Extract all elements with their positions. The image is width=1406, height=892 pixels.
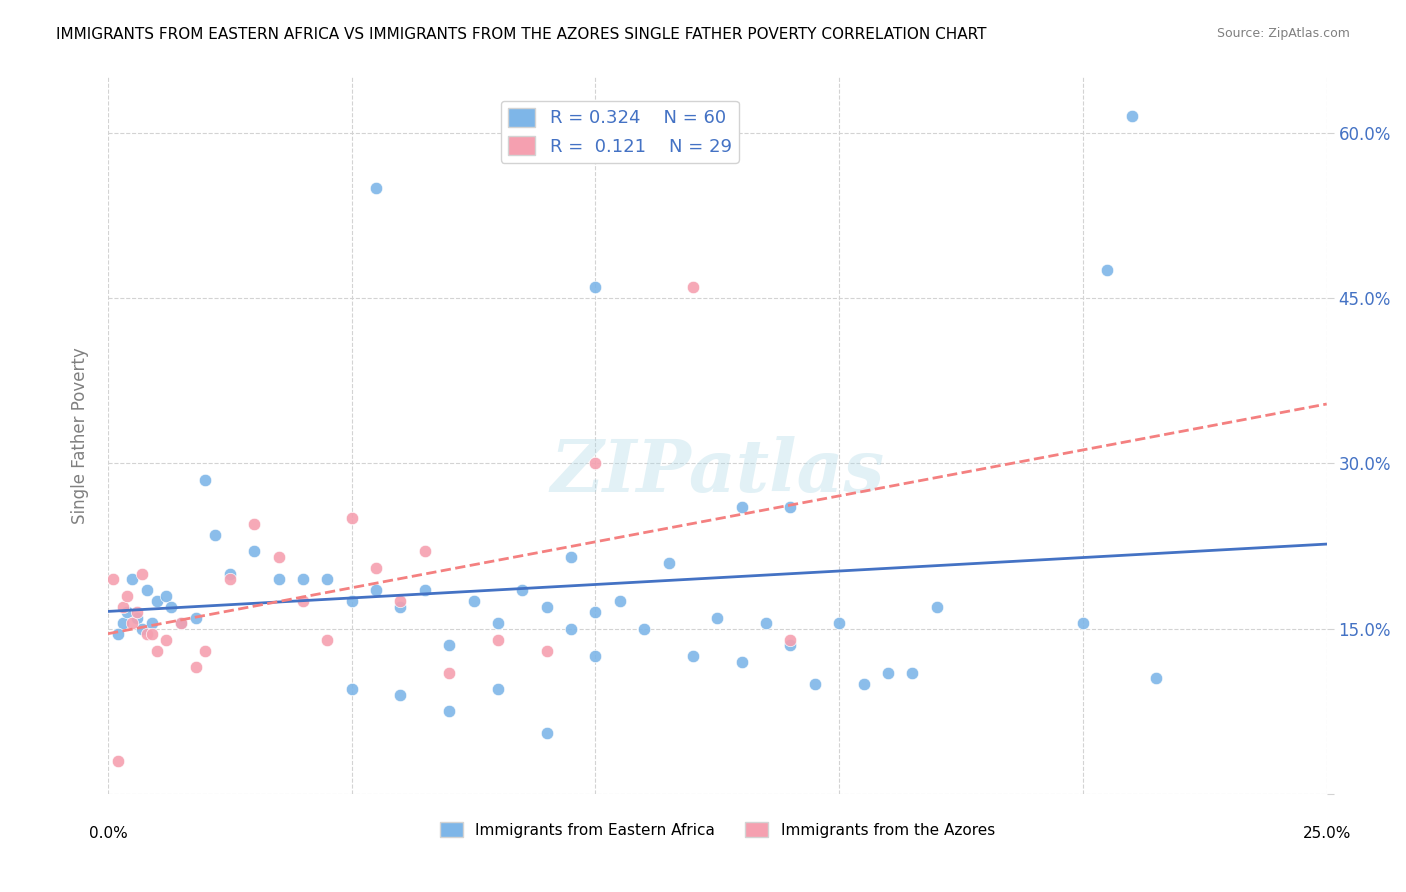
Point xyxy=(107,627,129,641)
Point xyxy=(155,589,177,603)
Point xyxy=(536,599,558,614)
Point xyxy=(155,632,177,647)
Text: 25.0%: 25.0% xyxy=(1302,826,1351,841)
Point xyxy=(131,622,153,636)
Point xyxy=(828,616,851,631)
Text: IMMIGRANTS FROM EASTERN AFRICA VS IMMIGRANTS FROM THE AZORES SINGLE FATHER POVER: IMMIGRANTS FROM EASTERN AFRICA VS IMMIGR… xyxy=(56,27,987,42)
Point xyxy=(877,665,900,680)
Point xyxy=(682,280,704,294)
Point xyxy=(901,665,924,680)
Point xyxy=(121,572,143,586)
Point xyxy=(439,638,461,652)
Point xyxy=(731,655,754,669)
Point xyxy=(267,549,290,564)
Point xyxy=(585,649,607,664)
Point xyxy=(364,583,387,598)
Point xyxy=(1121,109,1143,123)
Point xyxy=(267,572,290,586)
Point xyxy=(755,616,778,631)
Point xyxy=(536,643,558,657)
Point xyxy=(463,594,485,608)
Text: ZIPatlas: ZIPatlas xyxy=(550,436,884,507)
Point xyxy=(136,627,159,641)
Point xyxy=(486,682,509,697)
Point xyxy=(1097,263,1119,277)
Point xyxy=(925,599,948,614)
Point xyxy=(731,500,754,515)
Point xyxy=(585,280,607,294)
Point xyxy=(658,556,681,570)
Point xyxy=(194,643,217,657)
Y-axis label: Single Father Poverty: Single Father Poverty xyxy=(72,347,89,524)
Point xyxy=(117,605,139,619)
Point xyxy=(136,583,159,598)
Point xyxy=(218,572,240,586)
Point xyxy=(243,516,266,531)
Point xyxy=(141,616,163,631)
Point xyxy=(852,677,875,691)
Point xyxy=(585,456,607,470)
Point xyxy=(170,616,193,631)
Point xyxy=(145,643,167,657)
Point xyxy=(512,583,534,598)
Point xyxy=(170,616,193,631)
Point xyxy=(184,610,207,624)
Point xyxy=(184,660,207,674)
Point xyxy=(706,610,728,624)
Text: Source: ZipAtlas.com: Source: ZipAtlas.com xyxy=(1216,27,1350,40)
Point xyxy=(121,616,143,631)
Text: 0.0%: 0.0% xyxy=(89,826,128,841)
Point xyxy=(585,605,607,619)
Point xyxy=(243,544,266,558)
Legend: Immigrants from Eastern Africa, Immigrants from the Azores: Immigrants from Eastern Africa, Immigran… xyxy=(434,815,1001,844)
Point xyxy=(291,572,314,586)
Point xyxy=(364,561,387,575)
Point xyxy=(291,594,314,608)
Point xyxy=(413,544,436,558)
Point xyxy=(316,572,339,586)
Point xyxy=(609,594,631,608)
Point xyxy=(779,500,801,515)
Point xyxy=(536,726,558,740)
Point xyxy=(194,473,217,487)
Point xyxy=(340,682,363,697)
Point xyxy=(779,638,801,652)
Point xyxy=(633,622,655,636)
Point xyxy=(682,649,704,664)
Point xyxy=(389,594,412,608)
Point xyxy=(779,632,801,647)
Point xyxy=(1144,671,1167,685)
Point xyxy=(117,589,139,603)
Point xyxy=(389,688,412,702)
Point xyxy=(204,528,226,542)
Point xyxy=(389,599,412,614)
Point xyxy=(486,616,509,631)
Point xyxy=(111,599,134,614)
Point xyxy=(413,583,436,598)
Point xyxy=(364,180,387,194)
Point xyxy=(804,677,827,691)
Point xyxy=(316,632,339,647)
Point xyxy=(1071,616,1094,631)
Point xyxy=(340,511,363,525)
Point xyxy=(439,704,461,718)
Point xyxy=(486,632,509,647)
Point xyxy=(131,566,153,581)
Point xyxy=(111,616,134,631)
Point xyxy=(141,627,163,641)
Point xyxy=(160,599,183,614)
Point xyxy=(107,754,129,768)
Point xyxy=(560,549,582,564)
Point xyxy=(560,622,582,636)
Point xyxy=(218,566,240,581)
Point xyxy=(127,605,149,619)
Point xyxy=(127,610,149,624)
Point xyxy=(101,572,124,586)
Point xyxy=(340,594,363,608)
Point xyxy=(439,665,461,680)
Point xyxy=(145,594,167,608)
